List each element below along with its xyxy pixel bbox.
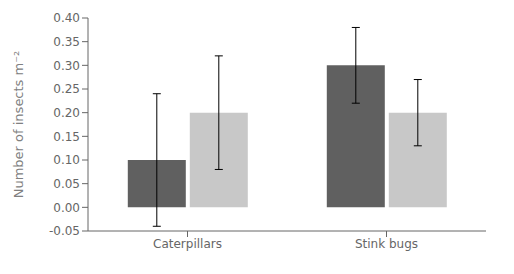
svg-text:0.00: 0.00 bbox=[53, 201, 80, 215]
svg-text:0.35: 0.35 bbox=[53, 35, 80, 49]
svg-text:Number of insects m⁻²: Number of insects m⁻² bbox=[11, 51, 26, 199]
svg-text:Caterpillars: Caterpillars bbox=[153, 237, 222, 251]
svg-text:0.30: 0.30 bbox=[53, 59, 80, 73]
svg-text:0.25: 0.25 bbox=[53, 82, 80, 96]
svg-text:0.15: 0.15 bbox=[53, 130, 80, 144]
svg-text:0.20: 0.20 bbox=[53, 106, 80, 120]
svg-text:Stink bugs: Stink bugs bbox=[355, 237, 418, 251]
svg-text:-0.05: -0.05 bbox=[49, 224, 80, 238]
svg-text:0.10: 0.10 bbox=[53, 153, 80, 167]
svg-text:0.40: 0.40 bbox=[53, 11, 80, 25]
svg-text:0.05: 0.05 bbox=[53, 177, 80, 191]
